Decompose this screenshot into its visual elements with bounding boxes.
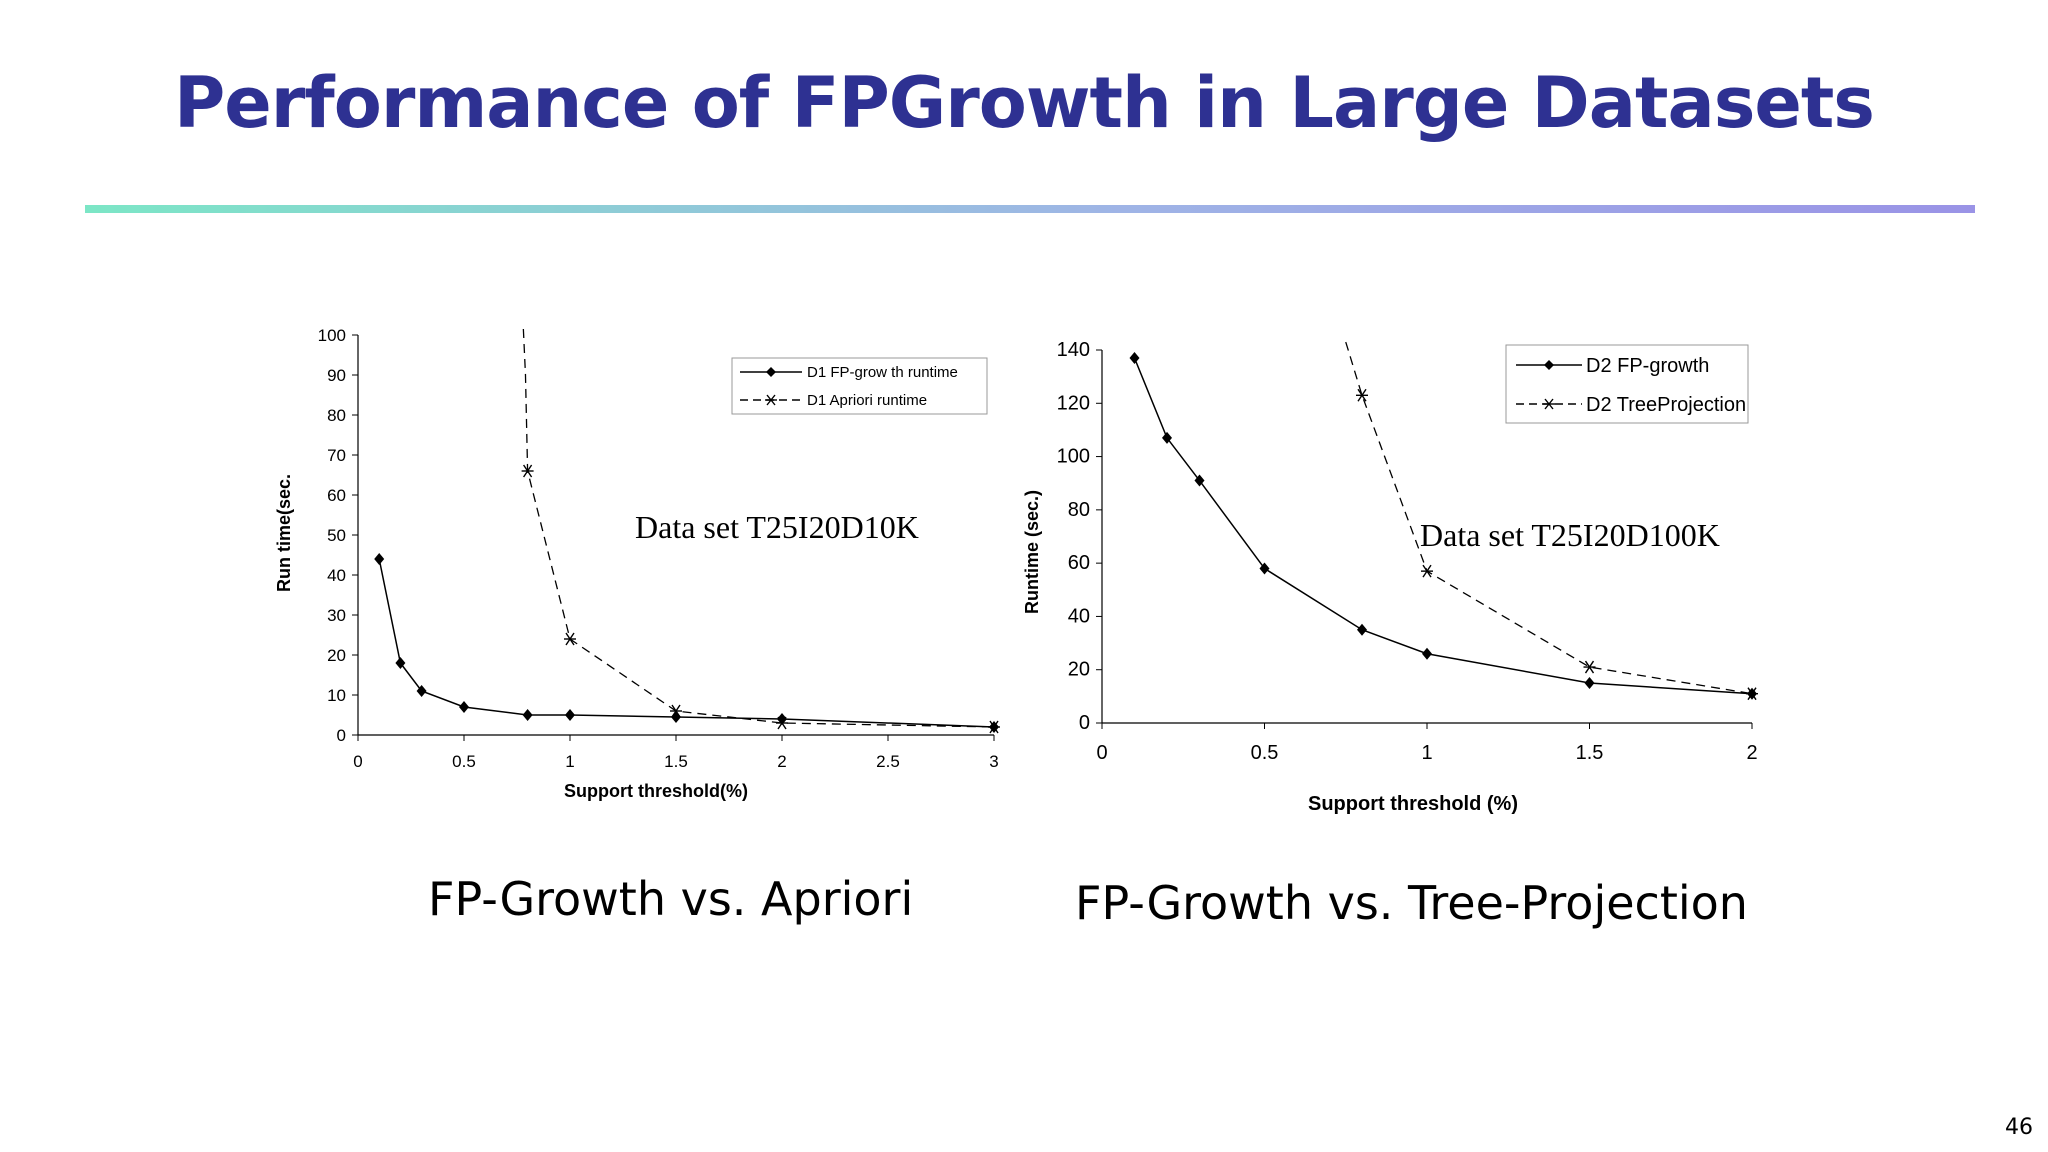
x-tick-label: 0.5 bbox=[1251, 742, 1279, 764]
data-point bbox=[521, 464, 534, 478]
slide-title: Performance of FPGrowth in Large Dataset… bbox=[174, 62, 1875, 144]
data-point bbox=[1357, 623, 1367, 636]
y-tick-label: 90 bbox=[327, 366, 346, 385]
x-tick-label: 1 bbox=[565, 752, 574, 771]
data-point bbox=[374, 553, 385, 565]
y-tick-label: 0 bbox=[337, 726, 346, 745]
legend-box bbox=[1505, 344, 1749, 424]
y-tick-label: 0 bbox=[1079, 712, 1090, 734]
data-point bbox=[1584, 677, 1595, 690]
data-point bbox=[670, 704, 682, 718]
chart-fp-growth-vs-treeprojection: 0 20 40 60 80 100 120 140 0 0.5 1 1.5 2 Data set T25… bbox=[1022, 339, 1758, 815]
data-point bbox=[1129, 351, 1140, 364]
x-tick-label: 1.5 bbox=[664, 752, 688, 771]
x-tick-label: 0 bbox=[1096, 742, 1107, 764]
data-point bbox=[1421, 564, 1433, 578]
series-fp-growth bbox=[374, 553, 999, 733]
legend-marker-diamond bbox=[766, 367, 776, 377]
legend: D2 FP-growth D2 TreeProjection bbox=[1505, 344, 1749, 424]
y-tick-label: 20 bbox=[327, 646, 346, 665]
y-tick-label: 120 bbox=[1057, 392, 1090, 414]
data-point bbox=[776, 716, 788, 730]
series-line bbox=[378, 558, 995, 728]
y-tick-label: 60 bbox=[1068, 552, 1090, 574]
legend-label: D2 TreeProjection bbox=[1586, 394, 1746, 416]
legend-label: D1 Apriori runtime bbox=[807, 392, 927, 409]
x-tick-label: 0.5 bbox=[452, 752, 476, 771]
y-tick-label: 100 bbox=[1057, 446, 1090, 468]
x-tick-label: 1 bbox=[1421, 742, 1432, 764]
chart-fp-growth-vs-apriori: 0 10 20 30 40 50 60 70 80 90 100 0 0.5 1 1.5 2 2.5 3 Data… bbox=[274, 326, 1000, 801]
chart-annotation: Data set T25I20D10K bbox=[635, 509, 919, 545]
data-point bbox=[988, 720, 1000, 734]
data-point bbox=[777, 713, 787, 725]
series-comparison bbox=[1345, 341, 1758, 701]
y-tick-label: 140 bbox=[1057, 339, 1090, 361]
series-comparison bbox=[521, 328, 1000, 734]
data-point bbox=[459, 701, 469, 713]
legend-label: D2 FP-growth bbox=[1586, 355, 1709, 377]
y-axis-label: Run time(sec. bbox=[274, 474, 294, 592]
chart-annotation: Data set T25I20D100K bbox=[1420, 517, 1720, 553]
legend-marker-asterisk bbox=[765, 394, 777, 406]
x-tick-label: 1.5 bbox=[1576, 742, 1604, 764]
y-tick-label: 30 bbox=[327, 606, 346, 625]
data-point bbox=[1259, 562, 1270, 575]
x-axis-label: Support threshold(%) bbox=[564, 781, 748, 801]
x-tick-label: 2 bbox=[1746, 742, 1757, 764]
page-number: 46 bbox=[2005, 1115, 2033, 1140]
x-tick-label: 2 bbox=[777, 752, 786, 771]
y-tick-label: 80 bbox=[1068, 499, 1090, 521]
x-axis-label: Support threshold (%) bbox=[1308, 793, 1518, 815]
legend-label: D1 FP-grow th runtime bbox=[807, 364, 958, 381]
x-tick-label: 3 bbox=[989, 752, 998, 771]
legend-entry-fp-growth: D2 FP-growth bbox=[1516, 355, 1709, 377]
legend-entry-fp-growth: D1 FP-grow th runtime bbox=[740, 364, 958, 381]
series-layer bbox=[1129, 341, 1758, 701]
ticks: 0 20 40 60 80 100 120 140 0 0.5 1 1.5 2 bbox=[1057, 339, 1758, 764]
y-tick-label: 50 bbox=[327, 526, 346, 545]
caption-left: FP-Growth vs. Apriori bbox=[428, 872, 914, 926]
y-tick-label: 100 bbox=[318, 326, 346, 345]
title-divider bbox=[85, 205, 1975, 213]
legend-marker-asterisk bbox=[1543, 398, 1555, 410]
legend-entry-apriori: D1 Apriori runtime bbox=[740, 392, 927, 409]
y-tick-label: 40 bbox=[1068, 605, 1090, 627]
legend: D1 FP-grow th runtime D1 Apriori runtime bbox=[731, 357, 988, 415]
caption-right: FP-Growth vs. Tree-Projection bbox=[1075, 876, 1748, 930]
x-tick-label: 0 bbox=[353, 752, 362, 771]
y-tick-label: 20 bbox=[1068, 659, 1090, 681]
data-point bbox=[416, 685, 427, 697]
legend-marker-diamond bbox=[1544, 360, 1554, 370]
x-tick-label: 2.5 bbox=[876, 752, 900, 771]
data-point bbox=[1162, 431, 1172, 444]
data-point bbox=[1356, 388, 1368, 402]
y-tick-label: 80 bbox=[327, 406, 346, 425]
data-point bbox=[564, 632, 576, 646]
y-axis-label: Runtime (sec.) bbox=[1022, 490, 1042, 614]
legend-entry-treeprojection: D2 TreeProjection bbox=[1516, 394, 1746, 416]
y-tick-label: 40 bbox=[327, 566, 346, 585]
data-point bbox=[565, 709, 575, 721]
y-tick-label: 60 bbox=[327, 486, 346, 505]
data-point bbox=[1583, 660, 1596, 674]
data-point bbox=[395, 657, 406, 669]
data-point bbox=[1194, 474, 1205, 487]
data-point bbox=[1746, 687, 1758, 701]
series-line bbox=[1133, 357, 1753, 695]
y-tick-label: 10 bbox=[327, 686, 346, 705]
y-tick-label: 70 bbox=[327, 446, 346, 465]
series-layer bbox=[374, 328, 1000, 734]
data-point bbox=[1422, 647, 1432, 660]
ticks: 0 10 20 30 40 50 60 70 80 90 100 0 0.5 1 1.5 2 2.5 3 bbox=[318, 326, 999, 771]
data-point bbox=[522, 709, 533, 721]
